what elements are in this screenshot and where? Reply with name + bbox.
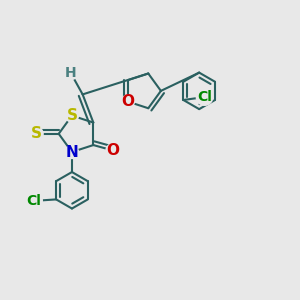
Circle shape [30, 127, 43, 140]
Text: N: N [66, 145, 78, 160]
Text: H: H [65, 66, 77, 80]
Circle shape [64, 67, 77, 80]
Circle shape [26, 193, 42, 209]
Circle shape [122, 95, 134, 108]
Text: O: O [106, 143, 119, 158]
Circle shape [65, 146, 78, 158]
Circle shape [106, 144, 119, 157]
Text: S: S [31, 126, 42, 141]
Text: O: O [122, 94, 134, 109]
Text: S: S [66, 108, 77, 123]
Text: Cl: Cl [27, 194, 41, 208]
Text: Cl: Cl [197, 90, 212, 104]
Circle shape [196, 89, 213, 105]
Circle shape [65, 109, 78, 122]
